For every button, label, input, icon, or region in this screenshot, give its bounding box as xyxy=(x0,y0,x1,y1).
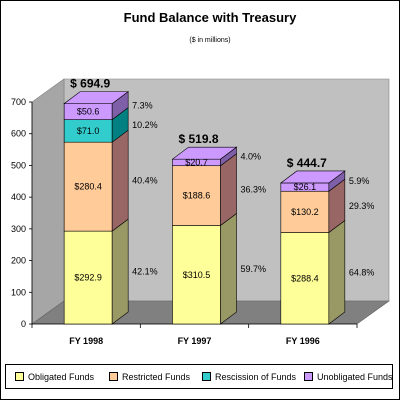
bar-total-label: $ 694.9 xyxy=(70,77,110,91)
bar-segment-side xyxy=(111,129,129,232)
legend-label-rescission: Rescission of Funds xyxy=(215,372,297,382)
bar-percent-label: 29.3% xyxy=(349,201,375,211)
y-tick-label: 600 xyxy=(11,129,26,139)
bar-percent-label: 36.3% xyxy=(241,185,267,195)
bar-segment-side xyxy=(220,153,237,227)
legend-swatch-rescission xyxy=(202,372,211,381)
bar-percent-label: 59.7% xyxy=(241,264,267,274)
bar-percent-label: 40.4% xyxy=(132,176,158,186)
bar-segment-side xyxy=(220,212,237,325)
bar-value-label: $50.6 xyxy=(77,107,100,117)
bar-value-label: $310.5 xyxy=(183,270,211,280)
x-tick-label: FY 1997 xyxy=(178,336,212,346)
legend-item-restricted: Restricted Funds xyxy=(109,372,190,382)
y-tick-label: 700 xyxy=(11,97,26,107)
chart-subtitle: ($ in millions) xyxy=(189,37,230,44)
legend-label-unobligated: Unobligated Funds xyxy=(317,372,393,382)
y-tick-label: 500 xyxy=(11,160,26,170)
bar-value-label: $280.4 xyxy=(74,182,102,192)
bar-percent-label: 64.8% xyxy=(349,267,375,277)
legend-label-obligated: Obligated Funds xyxy=(28,372,95,382)
bar-segment-side xyxy=(111,218,129,325)
legend: Obligated Funds Restricted Funds Resciss… xyxy=(5,364,393,389)
bar-segment-front xyxy=(63,230,113,325)
legend-swatch-unobligated xyxy=(304,372,313,381)
bar-segment-front xyxy=(63,141,113,232)
bar-value-label: $130.2 xyxy=(291,207,319,217)
bar-segment-front xyxy=(280,232,330,325)
bar-top-face xyxy=(63,91,130,104)
x-tick-label: FY 1998 xyxy=(69,336,103,346)
legend-label-restricted: Restricted Funds xyxy=(122,372,191,382)
bar-top-face xyxy=(279,170,346,184)
side-wall xyxy=(31,78,65,325)
bar-top-face xyxy=(171,146,238,160)
y-tick-label: 0 xyxy=(21,319,26,329)
bar-total-label: $ 444.7 xyxy=(287,156,327,170)
bar-percent-label: 42.1% xyxy=(132,267,158,277)
legend-item-unobligated: Unobligated Funds xyxy=(304,372,393,382)
bar-segment-front xyxy=(172,165,221,226)
legend-swatch-restricted xyxy=(109,372,118,381)
bar-value-label: $292.9 xyxy=(74,273,102,283)
legend-item-rescission: Rescission of Funds xyxy=(202,372,296,382)
bar-value-label: $71.0 xyxy=(77,126,100,136)
y-tick-label: 200 xyxy=(11,256,26,266)
bar-value-label: $26.1 xyxy=(294,182,317,192)
bar-total-label: $ 519.8 xyxy=(178,132,218,146)
bar-value-label: $20.7 xyxy=(185,157,208,167)
bar-percent-label: 5.9% xyxy=(349,176,370,186)
y-tick-label: 100 xyxy=(11,287,26,297)
bar-segment-front xyxy=(172,225,221,325)
bar-segment-side xyxy=(328,219,346,325)
y-tick-label: 300 xyxy=(11,224,26,234)
bar-value-label: $288.4 xyxy=(291,273,319,283)
legend-item-obligated: Obligated Funds xyxy=(15,372,94,382)
bar-value-label: $188.6 xyxy=(183,191,211,201)
chart-title: Fund Balance with Treasury xyxy=(124,10,297,25)
bar-percent-label: 4.0% xyxy=(241,151,262,161)
y-tick-label: 400 xyxy=(11,192,26,202)
bar-percent-label: 10.2% xyxy=(132,120,158,130)
x-tick-label: FY 1996 xyxy=(286,336,320,346)
plot-area: 0 100 200 300 400 500 600 700 FY 1998 $292.9 42.1%… xyxy=(11,77,390,346)
bar-percent-label: 7.3% xyxy=(132,101,153,111)
legend-swatch-obligated xyxy=(15,372,24,381)
